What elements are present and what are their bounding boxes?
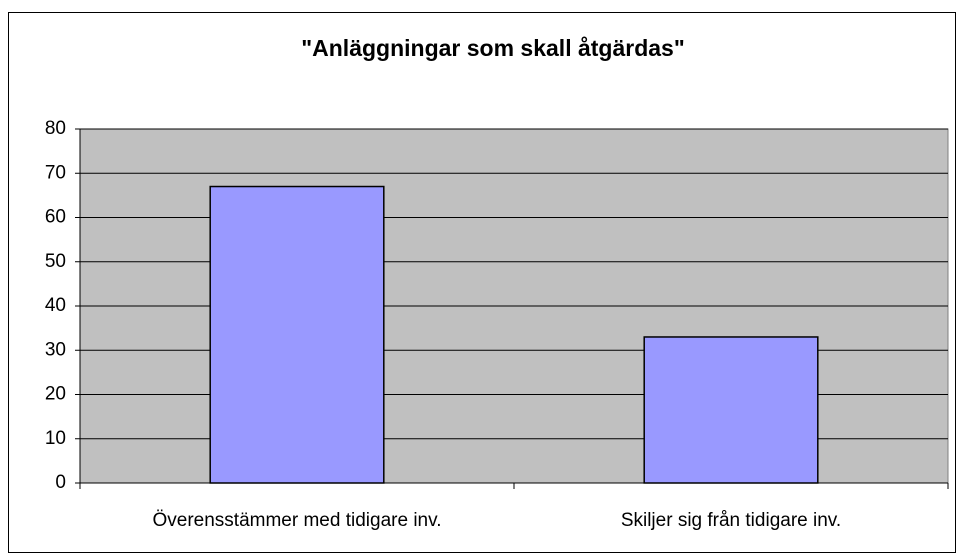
y-tick-label: 40 [45,295,66,316]
bar [209,185,385,484]
y-tick-label: 80 [45,118,66,139]
bar [643,336,819,484]
y-tick-label: 30 [45,339,66,360]
y-tick-label: 70 [45,162,66,183]
chart-title: "Anläggningar som skall åtgärdas" [301,35,685,61]
y-tick-label: 0 [55,472,66,493]
y-tick-label: 50 [45,251,66,272]
y-tick-label: 60 [45,207,66,228]
y-tick-label: 10 [45,428,66,449]
x-tick-label: Överensstämmer med tidigare inv. [153,510,442,531]
y-tick-label: 20 [45,384,66,405]
x-tick-label: Skiljer sig från tidigare inv. [621,510,841,531]
